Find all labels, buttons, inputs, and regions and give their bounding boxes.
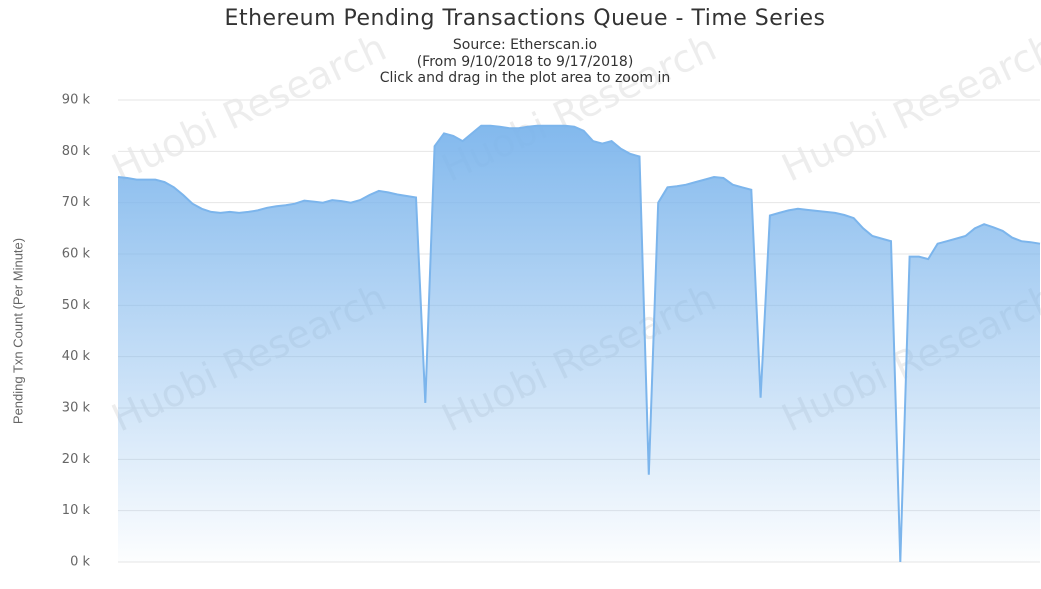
area-fill: [118, 125, 1040, 562]
chart-title: Ethereum Pending Transactions Queue - Ti…: [225, 6, 826, 31]
y-tick-label: 70 k: [62, 195, 91, 210]
watermark: Huobi Research: [105, 25, 393, 190]
y-tick-label: 80 k: [62, 144, 91, 159]
y-tick-label: 60 k: [62, 247, 91, 262]
y-tick-label: 40 k: [62, 349, 91, 364]
chart-subtitle: Source: Etherscan.io: [453, 37, 597, 53]
y-tick-label: 50 k: [62, 298, 91, 313]
y-axis-label: Pending Txn Count (Per Minute): [10, 238, 25, 424]
y-tick-label: 0 k: [70, 555, 90, 570]
y-tick-label: 90 k: [62, 93, 91, 108]
y-tick-label: 10 k: [62, 503, 91, 518]
watermark: Huobi Research: [775, 25, 1041, 190]
chart-subtitle: (From 9/10/2018 to 9/17/2018): [417, 54, 634, 70]
series-line: [117, 124, 1041, 563]
y-tick-label: 20 k: [62, 452, 91, 467]
chart-subtitle: Click and drag in the plot area to zoom …: [380, 70, 671, 86]
y-tick-label: 30 k: [62, 401, 91, 416]
